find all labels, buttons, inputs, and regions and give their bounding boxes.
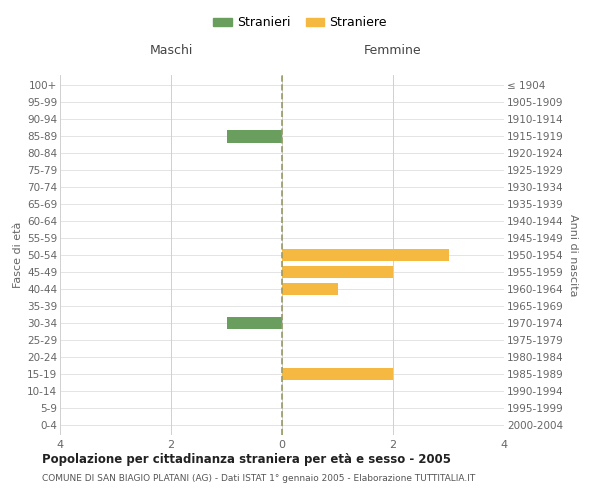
Text: COMUNE DI SAN BIAGIO PLATANI (AG) - Dati ISTAT 1° gennaio 2005 - Elaborazione TU: COMUNE DI SAN BIAGIO PLATANI (AG) - Dati… (42, 474, 475, 483)
Y-axis label: Fasce di età: Fasce di età (13, 222, 23, 288)
Text: Maschi: Maschi (149, 44, 193, 58)
Bar (282, 282, 337, 296)
Y-axis label: Anni di nascita: Anni di nascita (568, 214, 578, 296)
Legend: Stranieri, Straniere: Stranieri, Straniere (208, 11, 392, 34)
Bar (227, 130, 282, 142)
Bar (282, 248, 449, 262)
Bar (282, 368, 393, 380)
Text: Femmine: Femmine (364, 44, 422, 58)
Bar (227, 316, 282, 330)
Bar (282, 266, 393, 278)
Text: Popolazione per cittadinanza straniera per età e sesso - 2005: Popolazione per cittadinanza straniera p… (42, 452, 451, 466)
